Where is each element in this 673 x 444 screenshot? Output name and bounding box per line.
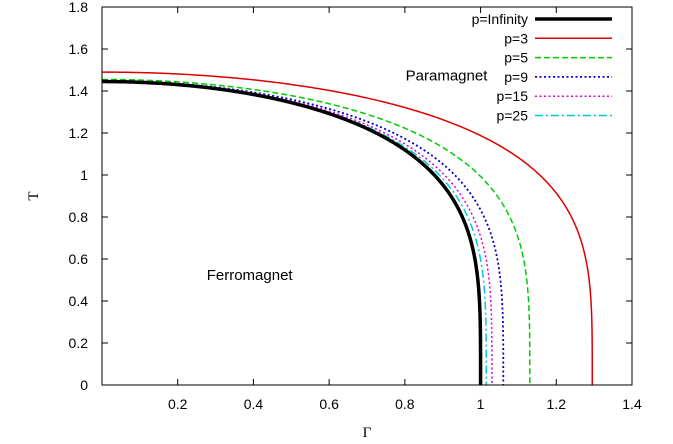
y-tick-label: 0 xyxy=(80,377,88,393)
legend-label: p=25 xyxy=(496,108,528,124)
series-line-p-15 xyxy=(102,80,493,385)
legend-label: p=3 xyxy=(504,30,528,46)
legend-label: p=9 xyxy=(504,69,528,85)
x-tick-label: 1 xyxy=(477,396,485,412)
legend-label: p=5 xyxy=(504,50,528,66)
y-tick-label: 1.4 xyxy=(69,83,89,99)
x-tick-label: 0.8 xyxy=(395,396,415,412)
y-tick-label: 0.6 xyxy=(69,251,89,267)
legend-label: p=Infinity xyxy=(472,11,528,27)
series-line-p-5 xyxy=(102,78,531,385)
y-tick-label: 1.8 xyxy=(69,0,89,15)
legend: p=Infinity p=3 p=5 p=9 p=15 p=25 xyxy=(472,11,612,124)
x-tick-label: 0.6 xyxy=(319,396,339,412)
x-tick-label: 0.4 xyxy=(244,396,264,412)
tick-labels-layer: 0.2 0.4 0.6 0.8 1 1.2 1.4 0 0.2 0.4 0.6 0.8 1 1.2 1.4 1… xyxy=(69,0,642,412)
y-tick-label: 1.2 xyxy=(69,125,89,141)
series-line-p-infinity xyxy=(102,79,483,385)
annotation-ferromagnet: Ferromagnet xyxy=(207,267,294,284)
series-line-p-25 xyxy=(102,80,487,385)
x-axis-label: Γ xyxy=(363,425,372,441)
x-tick-label: 0.2 xyxy=(168,396,188,412)
y-tick-label: 0.4 xyxy=(69,293,89,309)
legend-label: p=15 xyxy=(496,88,528,104)
x-tick-label: 1.2 xyxy=(547,396,567,412)
ticks-layer xyxy=(102,6,633,386)
x-tick-label: 1.4 xyxy=(622,396,642,412)
annotations-layer: Paramagnet Ferromagnet xyxy=(207,68,488,285)
y-tick-label: 0.2 xyxy=(69,335,89,351)
series-line-p-9 xyxy=(102,80,505,385)
y-tick-label: 0.8 xyxy=(69,209,89,225)
annotation-paramagnet: Paramagnet xyxy=(406,68,489,85)
curves-layer xyxy=(102,71,593,385)
y-tick-label: 1 xyxy=(80,167,88,183)
y-axis-label: T xyxy=(26,191,42,200)
plot-frame xyxy=(101,6,633,386)
y-tick-label: 1.6 xyxy=(69,41,89,57)
series-line-p-3 xyxy=(102,71,593,385)
